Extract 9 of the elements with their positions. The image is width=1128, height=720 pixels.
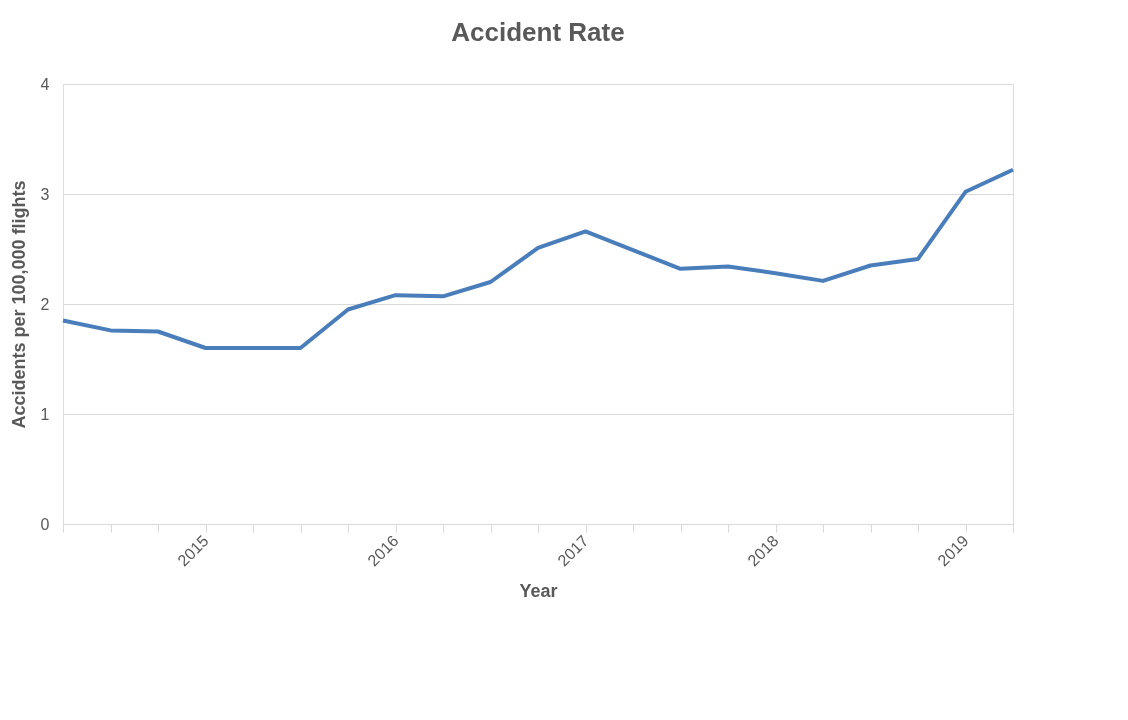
y-tick-label: 1 (40, 405, 50, 423)
y-tick-label: 4 (40, 75, 50, 93)
y-tick-label: 2 (40, 295, 50, 313)
y-axis-title: Accidents per 100,000 flights (8, 180, 29, 429)
y-tick-label: 3 (40, 185, 50, 203)
x-axis-title: Year (519, 581, 558, 602)
y-tick-label: 0 (40, 515, 50, 533)
chart-title: Accident Rate (451, 17, 625, 47)
line-series (61, 167, 1015, 350)
